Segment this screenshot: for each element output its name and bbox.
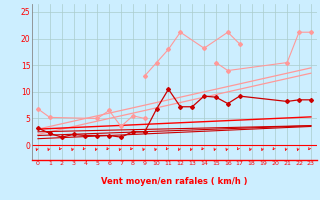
X-axis label: Vent moyen/en rafales ( km/h ): Vent moyen/en rafales ( km/h ) [101,178,248,186]
